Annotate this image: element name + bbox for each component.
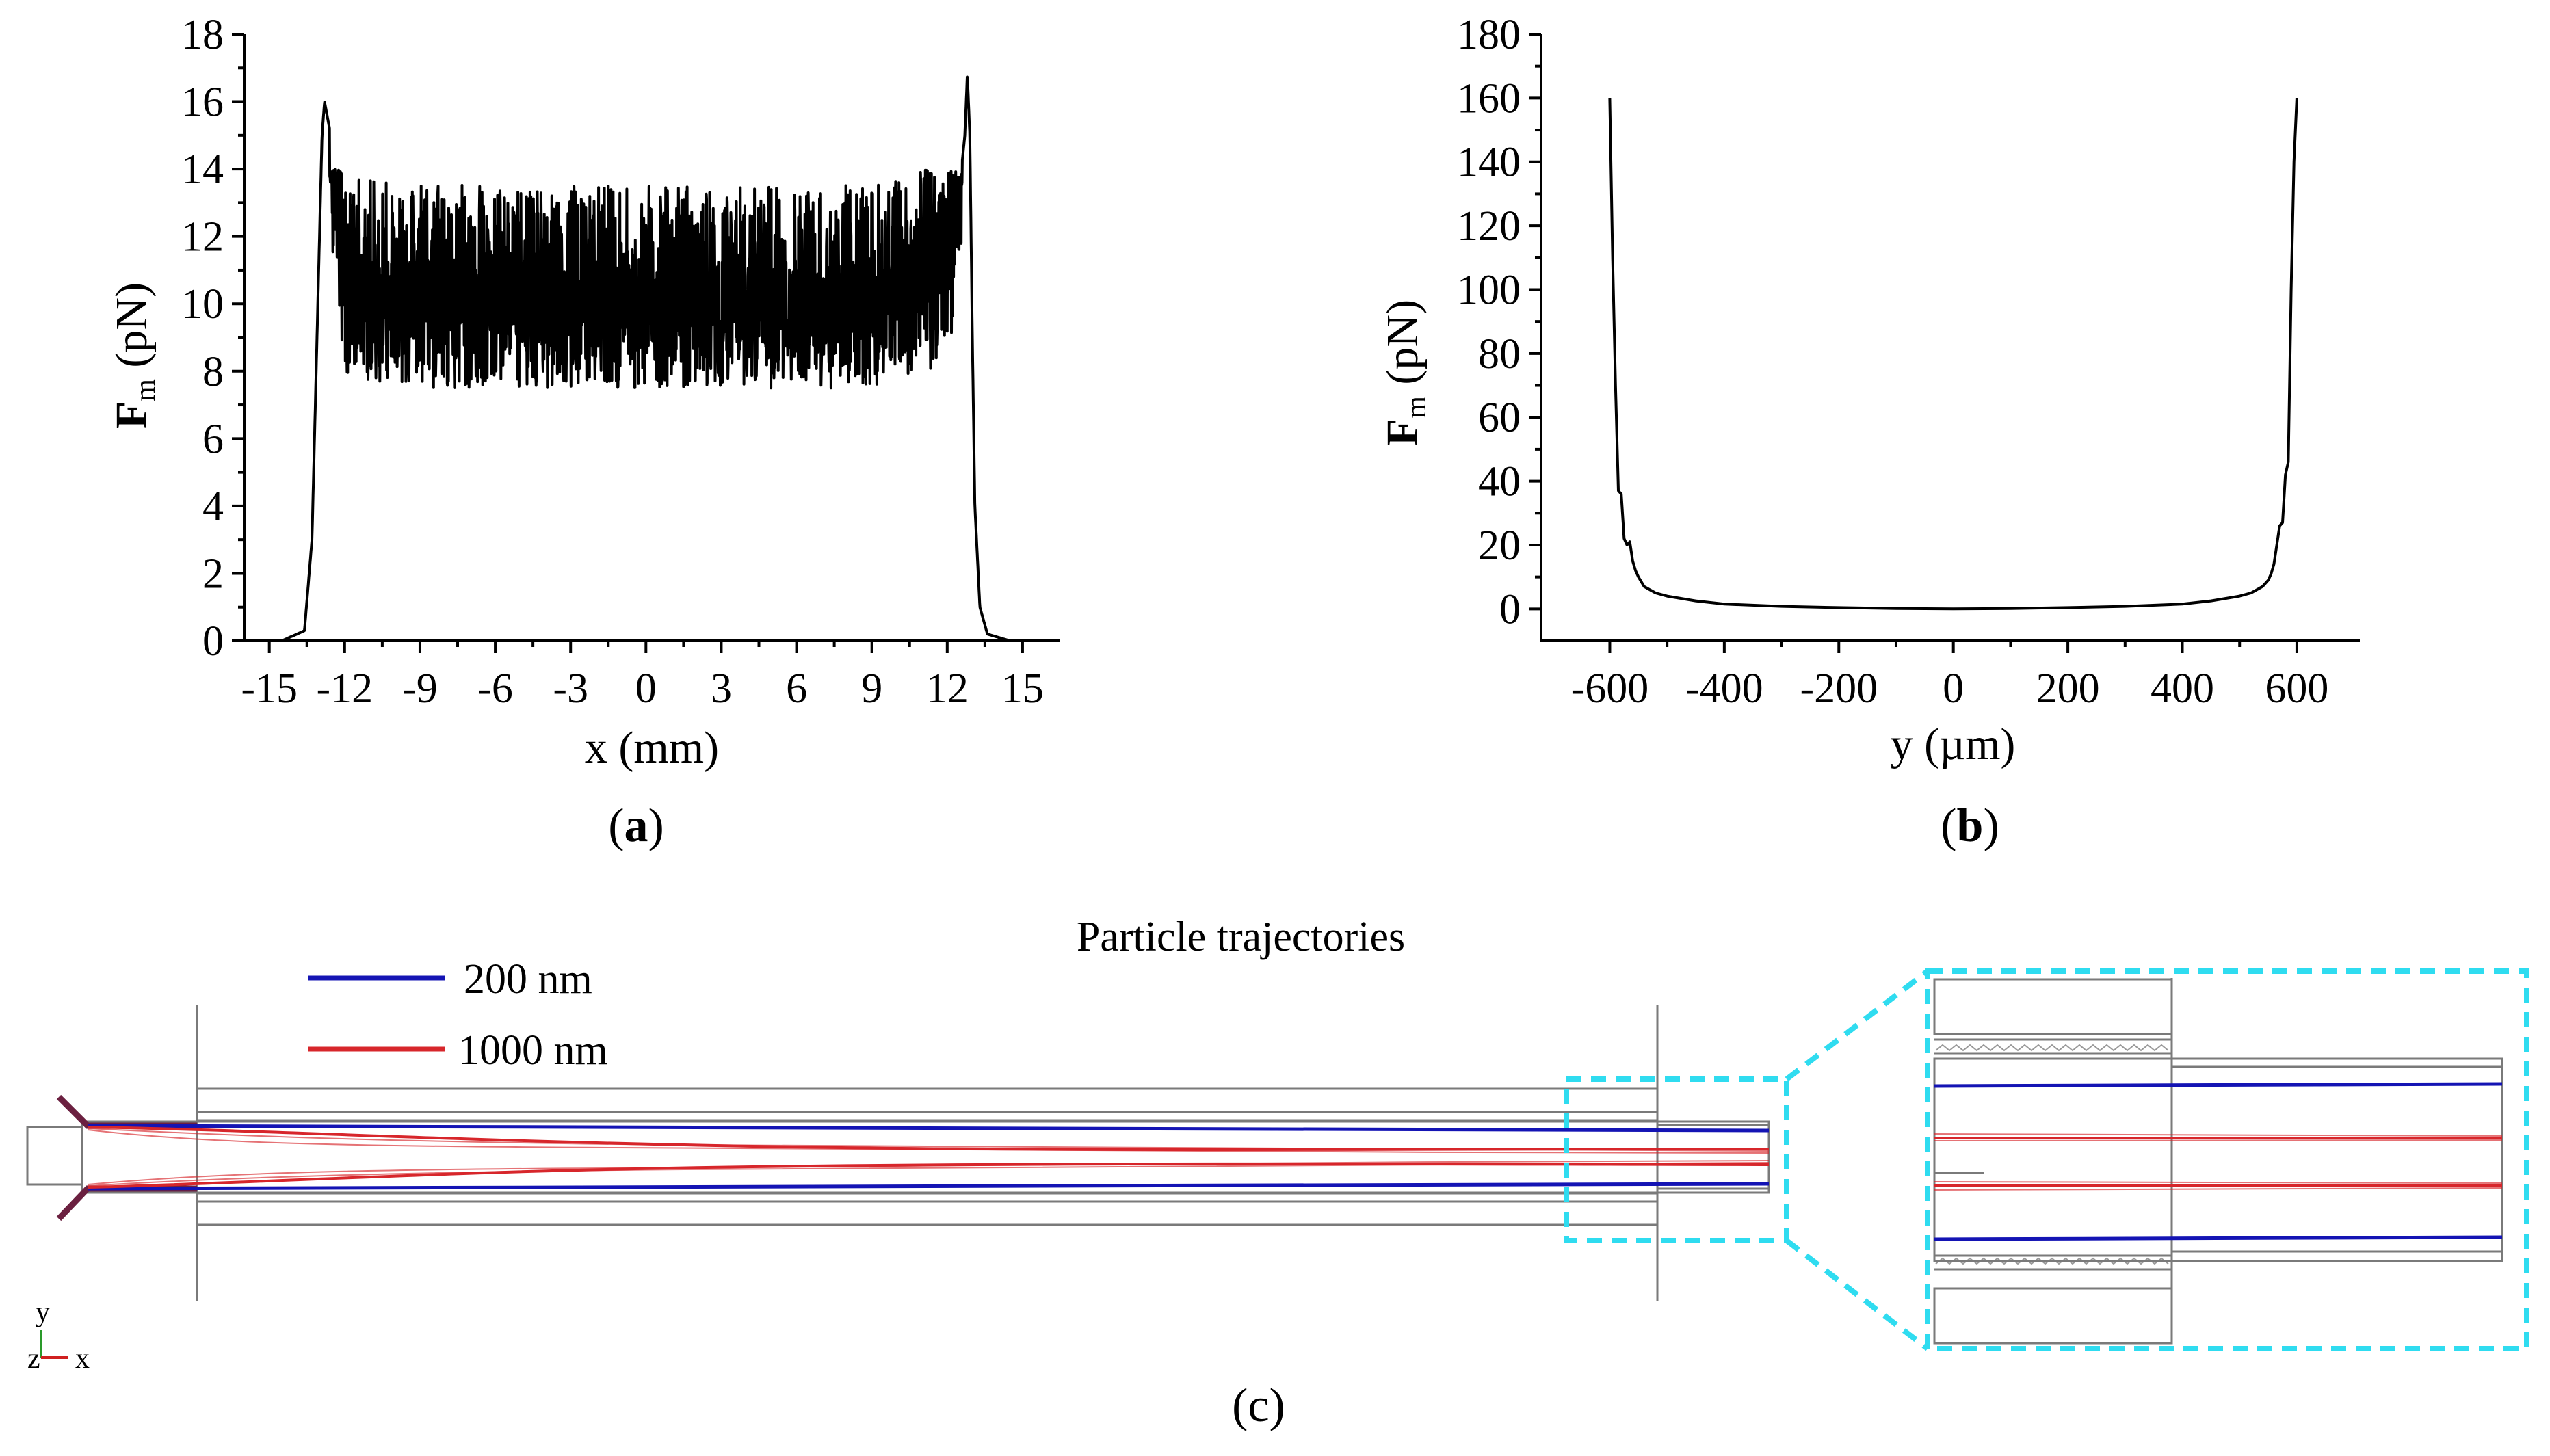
panel-a-ylabel-rest: (pN)	[107, 282, 157, 379]
panel-a-y-tick-label: 12	[181, 214, 224, 261]
triad-x-label: x	[75, 1343, 90, 1375]
inset-lower-block	[1933, 1287, 2173, 1345]
panel-b-x-tick-label: -400	[1685, 665, 1763, 712]
inset-trajectory-200nm-upper	[1934, 1082, 2503, 1088]
trajectory-1000nm-upper-3	[87, 1129, 1770, 1154]
panel-a-ylabel-sub: m	[130, 379, 161, 401]
panel-a-x-tick-label: 3	[711, 665, 732, 712]
panel-a-x-tick-label: -6	[477, 665, 513, 712]
zoom-connector-bottom	[1785, 1238, 1930, 1351]
panel-b-ylabel-sub: m	[1401, 396, 1432, 419]
panel-b-series-line	[1608, 98, 2298, 611]
panel-b-x-tick-label: 200	[2036, 665, 2100, 712]
panel-a-y-tick-label: 8	[202, 349, 224, 395]
panel-a-ticks: 0 2 4 6 8 10 12 14 16 18 -15 -12 -9 -6 -3 0 3 6 9 12 15	[181, 12, 1044, 712]
trajectory-200nm-upper	[87, 1124, 1770, 1133]
legend-label-200nm: 200 nm	[464, 956, 592, 1003]
panel-b-y-tick-label: 100	[1457, 267, 1521, 313]
panel-b-y-tick-label: 80	[1478, 331, 1521, 378]
inset-trajectory-1000nm-upper-2	[1934, 1133, 2503, 1137]
panel-a-label: (a)	[608, 799, 664, 852]
legend: 200 nm 1000 nm	[308, 956, 608, 1074]
panel-b-axes	[1540, 34, 2360, 642]
panel-a-x-axis-label: x (mm)	[585, 723, 719, 773]
panel-a-series-line	[280, 75, 1012, 642]
panel-a-x-tick-label: -9	[402, 665, 438, 712]
panel-c-label: (c)	[1232, 1379, 1285, 1432]
inset-upper-hatch	[1935, 1044, 2169, 1052]
panel-a-x-tick-label: -15	[241, 665, 298, 712]
panel-a-x-tick-label: -12	[317, 665, 373, 712]
panel-b-y-tick-label: 120	[1457, 203, 1521, 250]
chart-panel-b: 0 20 40 60 80 100 120 140 160 180 -600 -400 -200 0 200…	[1378, 12, 2360, 852]
zoom-inset-content	[1933, 978, 2503, 1345]
panel-b-x-tick-label: 0	[1943, 665, 1964, 712]
panel-b-y-tick-label: 160	[1457, 75, 1521, 122]
panel-b-x-axis-label: y (µm)	[1891, 719, 2016, 769]
panel-b-ylabel-bold: F	[1378, 419, 1428, 446]
lower-magnet-block	[196, 1192, 1659, 1226]
panel-a-y-tick-label: 6	[202, 416, 224, 462]
panel-a-y-tick-label: 18	[181, 12, 224, 58]
panel-a-x-tick-label: 9	[861, 665, 882, 712]
panel-c-title: Particle trajectories	[1077, 914, 1405, 960]
panel-b-letter: b	[1957, 799, 1984, 852]
trajectories-main	[87, 1124, 1770, 1191]
zoom-source-box	[1564, 1076, 1789, 1243]
panel-b-x-tick-label: -200	[1800, 665, 1878, 712]
panel-a-y-tick-label: 0	[202, 618, 224, 665]
inset-upper-block	[1933, 978, 2173, 1035]
chart-panel-a: 0 2 4 6 8 10 12 14 16 18 -15 -12 -9 -6 -3 0 3 6 9 12 15 Fm (…	[107, 12, 1060, 852]
panel-b-y-tick-label: 140	[1457, 140, 1521, 186]
panel-b-ylabel-rest: (pN)	[1378, 300, 1428, 396]
inset-channel	[1933, 1057, 2503, 1262]
triad-y-label: y	[36, 1297, 50, 1328]
panel-b-y-tick-label: 40	[1478, 459, 1521, 505]
panel-b-y-tick-label: 20	[1478, 522, 1521, 569]
panel-b-x-tick-label: -600	[1571, 665, 1649, 712]
panel-b-x-tick-label: 400	[2151, 665, 2214, 712]
upper-magnet-block	[196, 1087, 1659, 1122]
panel-b-x-tick-label: 600	[2265, 665, 2328, 712]
zoom-indicator	[1564, 968, 2529, 1351]
panel-a-y-tick-label: 10	[181, 281, 224, 328]
panel-a-y-axis-label: Fm (pN)	[107, 282, 161, 429]
panel-b-y-axis-label: Fm (pN)	[1378, 300, 1432, 446]
panel-a-x-tick-label: 0	[635, 665, 657, 712]
zoom-inset-box	[1925, 968, 2529, 1351]
trajectory-200nm-lower	[87, 1182, 1770, 1191]
legend-label-1000nm: 1000 nm	[458, 1027, 608, 1074]
panel-b-y-tick-label: 180	[1457, 12, 1521, 58]
panel-b-label: (b)	[1941, 799, 1999, 852]
axis-triad: y z x	[27, 1297, 90, 1375]
panel-a-y-tick-label: 2	[202, 551, 224, 597]
panel-a-ylabel-bold: F	[107, 401, 157, 429]
inset-trajectory-1000nm-lower-3	[1934, 1187, 2503, 1191]
trajectory-diagram: Particle trajectories 200 nm 1000 nm	[26, 914, 2529, 1432]
inlet-stub	[26, 1126, 83, 1186]
panel-a-y-tick-label: 4	[202, 484, 224, 530]
panel-a-y-tick-label: 14	[181, 146, 224, 193]
panel-a-x-tick-label: -3	[553, 665, 588, 712]
panel-b-y-tick-label: 60	[1478, 395, 1521, 441]
trajectory-1000nm-lower-3	[87, 1160, 1770, 1185]
panel-a-x-tick-label: 15	[1001, 665, 1044, 712]
panel-b-ticks: 0 20 40 60 80 100 120 140 160 180 -600 -400 -200 0 200…	[1457, 12, 2328, 712]
panel-a-x-tick-label: 6	[786, 665, 807, 712]
inset-trajectory-1000nm-upper-3	[1934, 1139, 2503, 1141]
panel-b-y-tick-label: 0	[1499, 586, 1521, 633]
zoom-connector-top	[1785, 968, 1930, 1082]
panel-a-x-tick-label: 12	[926, 665, 969, 712]
panel-a-y-tick-label: 16	[181, 79, 224, 126]
inset-trajectory-1000nm-lower-2	[1934, 1181, 2503, 1184]
inset-trajectory-1000nm-lower	[1934, 1184, 2503, 1187]
inset-trajectory-200nm-lower	[1934, 1235, 2503, 1241]
panel-a-letter: a	[625, 799, 648, 852]
main-channel	[81, 1120, 1770, 1194]
triad-z-label: z	[27, 1343, 40, 1375]
